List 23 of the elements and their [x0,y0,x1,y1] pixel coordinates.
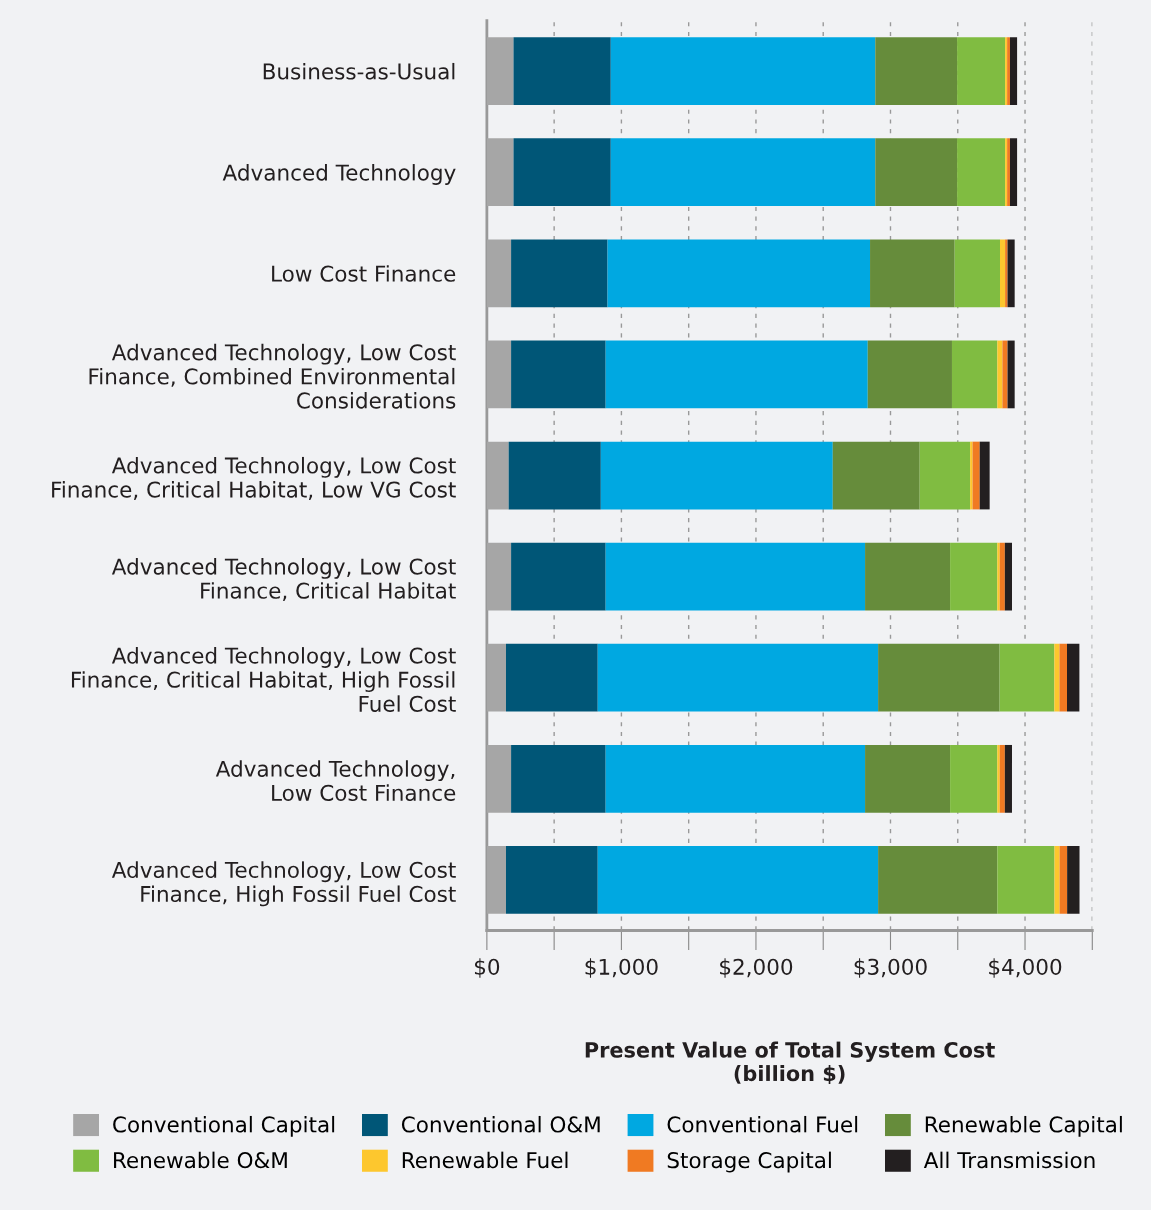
legend-label: Renewable Capital [925,1115,1122,1137]
y-tick-label: Advanced Technology, Low Cost Finance [215,760,456,802]
legend-label: Conventional O&M [401,1115,600,1133]
legend-label: All Transmission [923,1151,1095,1169]
x-tick-label: $0 [474,958,500,978]
x-axis-title: Present Value of Total System Cost (billion $) [585,1041,995,1084]
y-tick-label: Advanced Technology, Low Cost Finance, Critical Habitat, Low VG Cost [52,456,456,500]
y-tick-label: Advanced Technology, Low Cost Finance, High Fossil Fuel Cost [111,861,456,907]
y-tick-label: Advanced Technology, Low Cost Finance, Critical Habitat [111,558,456,601]
x-tick-label: $1,000 [585,958,658,978]
legend-label: Conventional Fuel [667,1115,858,1133]
y-tick-label: Advanced Technology [222,164,456,185]
legend-label: Renewable O&M [114,1151,287,1169]
x-tick-label: $3,000 [854,958,927,978]
legend-label: Renewable Fuel [402,1151,568,1169]
y-tick-label: Business-as-Usual [263,62,455,80]
x-tick-label: $2,000 [720,958,793,978]
legend-label: Storage Capital [667,1151,831,1173]
y-tick-label: Advanced Technology, Low Cost Finance, Combined Environmental Considerations [89,343,456,409]
y-tick-label: Advanced Technology, Low Cost Finance, Critical Habitat, High Fossil Fuel Cost [71,647,456,712]
legend-label: Conventional Capital [113,1115,335,1137]
x-tick-label: $4,000 [989,958,1062,978]
y-tick-label: Low Cost Finance [272,265,456,282]
